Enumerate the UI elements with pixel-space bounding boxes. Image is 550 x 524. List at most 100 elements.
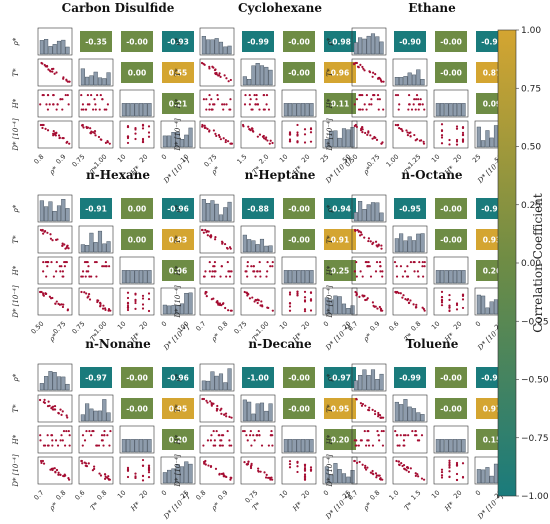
scatter-point [202, 231, 205, 234]
x-tick-label: 0.9 [54, 153, 67, 166]
scatter-point [296, 292, 299, 295]
scatter-point [141, 474, 145, 478]
cell-frame [199, 89, 235, 118]
scatter-point [46, 265, 49, 268]
correlation-value: 0.21 [169, 100, 188, 109]
histogram-bar [106, 241, 111, 253]
scatter-point [147, 297, 151, 301]
scatter-point [253, 93, 256, 97]
scatter-point [134, 132, 137, 135]
scatter-point [266, 306, 269, 309]
scatter-point [417, 108, 420, 111]
scatter-point [393, 260, 397, 264]
cell-frame [351, 89, 387, 118]
scatter-point [406, 131, 409, 134]
cell-frame [119, 287, 155, 316]
scatter-point [367, 239, 370, 243]
scatter-point [243, 290, 246, 294]
scatter-point [107, 477, 110, 481]
scatter-point [213, 439, 216, 442]
histogram-bar [167, 305, 172, 315]
scatter-point [265, 275, 268, 278]
histogram-bar [411, 408, 417, 422]
scatter-point [288, 133, 292, 136]
scatter-point [83, 439, 87, 442]
histogram-bar [255, 244, 260, 253]
scatter-point [91, 469, 94, 472]
y-axis-label: T* [326, 68, 334, 77]
histogram-bar [259, 402, 265, 422]
scatter-point [371, 469, 374, 473]
histogram-bar [247, 239, 252, 253]
scatter-point [246, 275, 249, 278]
scatter-point [361, 463, 364, 466]
histogram-bar [341, 473, 347, 484]
scatter-point [227, 309, 230, 312]
scatter-point [461, 475, 465, 479]
histogram-bar [264, 245, 269, 253]
scatter-point [263, 108, 266, 111]
scatter-point [405, 469, 408, 472]
scatter-point [269, 139, 272, 142]
histogram-bar [61, 199, 66, 222]
correlation-value: -0.88 [247, 205, 269, 214]
scatter-point [440, 474, 444, 477]
correlation-value: 0.93 [483, 236, 502, 245]
scatter-point [219, 75, 222, 78]
histogram-bar [309, 439, 314, 453]
correlation-value: -0.94 [329, 205, 351, 214]
correlation-tile [121, 31, 153, 52]
scatter-point [359, 270, 362, 273]
scatter-point [303, 469, 307, 472]
histogram-bar [329, 474, 334, 484]
scatter-point [413, 434, 417, 437]
correlation-value: -0.97 [85, 374, 107, 383]
scatter-point [252, 434, 255, 437]
histogram-bar [420, 233, 425, 253]
x-axis-label: H* [291, 500, 305, 514]
correlation-tile [283, 31, 315, 52]
correlation-value: 0.00 [128, 69, 147, 78]
histogram-bar [476, 294, 481, 315]
scatter-point [58, 136, 61, 140]
scatter-point [254, 103, 257, 106]
y-axis-label: D* [10⁻⁴] [326, 285, 334, 318]
y-axis-label: T* [12, 68, 20, 77]
x-tick-label: 2.0 [257, 153, 270, 166]
x-tick-label: 10 [116, 320, 128, 332]
scatter-point [224, 475, 227, 478]
scatter-point [410, 108, 414, 111]
scatter-point [405, 466, 409, 469]
histogram-bar [300, 439, 306, 453]
scatter-point [380, 142, 383, 145]
scatter-point [369, 240, 372, 243]
scatter-point [53, 72, 56, 75]
scatter-point [353, 439, 356, 442]
histogram-bar [457, 439, 462, 453]
scatter-point [256, 135, 259, 138]
histogram-bar [407, 236, 412, 253]
scatter-point [213, 275, 216, 278]
correlation-value: 0.15 [483, 436, 502, 445]
correlation-value: -0.91 [85, 205, 107, 214]
scatter-point [379, 265, 382, 268]
y-axis-label: T* [326, 235, 334, 244]
histogram-bar [370, 369, 376, 391]
scatter-point [126, 469, 130, 472]
scatter-point [398, 463, 401, 466]
scatter-point [99, 304, 102, 307]
scatter-point [358, 460, 361, 464]
scatter-point [108, 265, 111, 268]
scatter-point [63, 444, 67, 447]
scatter-point [401, 296, 404, 299]
scatter-point [379, 307, 382, 311]
correlation-tile [121, 367, 153, 388]
scatter-point [93, 132, 96, 135]
scatter-point [448, 309, 451, 313]
scatter-point [448, 143, 451, 146]
cell-frame [199, 256, 235, 285]
y-axis-label: ρ* [326, 37, 334, 46]
scatter-point [376, 429, 379, 433]
histogram-bar [435, 270, 440, 284]
